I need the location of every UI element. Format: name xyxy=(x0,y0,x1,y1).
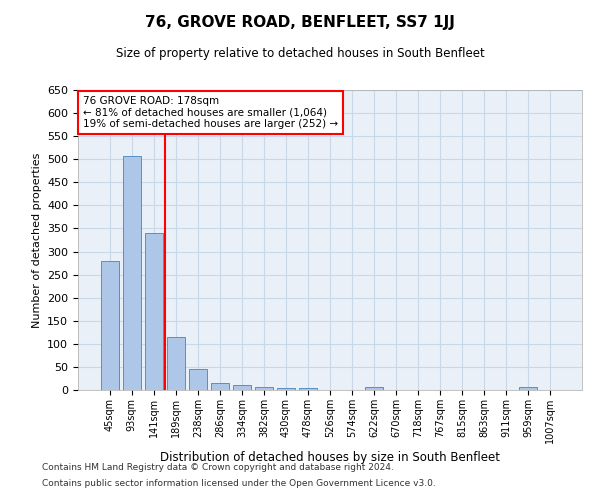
Bar xyxy=(365,387,383,390)
Bar xyxy=(145,233,163,390)
Bar xyxy=(211,383,229,390)
Text: 76 GROVE ROAD: 178sqm
← 81% of detached houses are smaller (1,064)
19% of semi-d: 76 GROVE ROAD: 178sqm ← 81% of detached … xyxy=(83,96,338,129)
Bar xyxy=(189,369,206,390)
Bar xyxy=(167,337,185,390)
Text: Contains public sector information licensed under the Open Government Licence v3: Contains public sector information licen… xyxy=(42,478,436,488)
Bar xyxy=(255,387,273,390)
Bar xyxy=(520,387,537,390)
Bar xyxy=(233,386,251,390)
Bar xyxy=(299,388,317,390)
Text: 76, GROVE ROAD, BENFLEET, SS7 1JJ: 76, GROVE ROAD, BENFLEET, SS7 1JJ xyxy=(145,15,455,30)
Y-axis label: Number of detached properties: Number of detached properties xyxy=(32,152,41,328)
Bar xyxy=(277,388,295,390)
X-axis label: Distribution of detached houses by size in South Benfleet: Distribution of detached houses by size … xyxy=(160,452,500,464)
Bar xyxy=(123,156,140,390)
Text: Contains HM Land Registry data © Crown copyright and database right 2024.: Contains HM Land Registry data © Crown c… xyxy=(42,464,394,472)
Bar xyxy=(101,261,119,390)
Text: Size of property relative to detached houses in South Benfleet: Size of property relative to detached ho… xyxy=(116,48,484,60)
